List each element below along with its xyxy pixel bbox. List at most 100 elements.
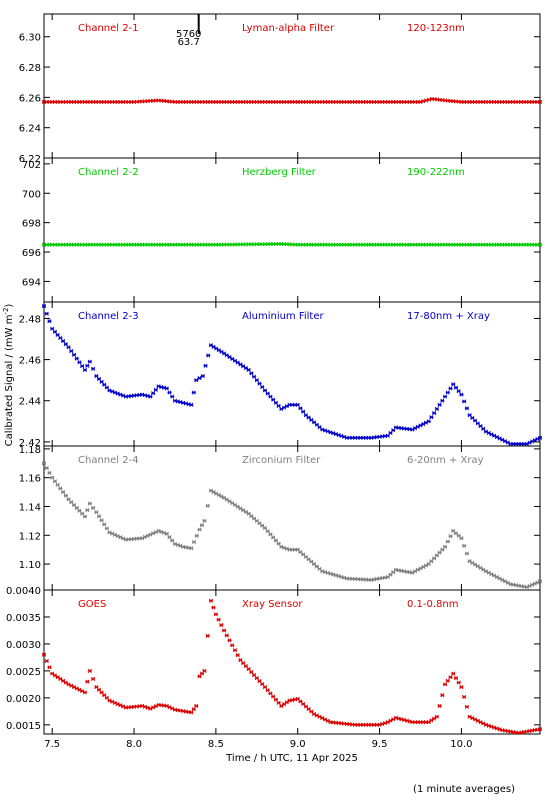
data-point [52, 479, 57, 484]
data-point [451, 382, 456, 387]
data-point [102, 522, 107, 527]
panel-2: 694 696 698 700 702 Channel 2-2 Herzberg Filte… [22, 157, 543, 303]
data-point [268, 394, 273, 399]
data-point [456, 389, 461, 394]
data-point [63, 342, 68, 347]
marker-value-top: 5760 [176, 29, 201, 40]
data-point [260, 682, 265, 687]
marker-value-bottom: 63.7 [178, 37, 200, 48]
data-point [246, 367, 251, 372]
data-point [268, 532, 273, 537]
data-point [445, 539, 450, 544]
data-point [71, 352, 77, 357]
y-tick-label: 2.44 [19, 397, 41, 408]
data-point [47, 319, 52, 324]
data-point [219, 623, 224, 628]
x-tick-label: 10.0 [450, 739, 472, 750]
data-point [189, 546, 194, 551]
data-point [55, 482, 60, 487]
data-point [104, 526, 109, 531]
panel-frame [43, 157, 541, 303]
data-point [257, 679, 262, 684]
data-point [249, 670, 254, 675]
data-point [537, 435, 543, 440]
data-point [199, 523, 205, 528]
y-tick-label: 0.0040 [6, 586, 41, 597]
data-point [203, 363, 208, 368]
filter-name: Zirconium Filter [242, 455, 321, 466]
data-point [246, 667, 251, 672]
data-point [55, 332, 60, 337]
data-point [276, 403, 281, 408]
data-point [80, 364, 85, 369]
panel-frame [43, 301, 541, 447]
y-tick-label: 1.12 [19, 531, 41, 542]
data-point [58, 335, 63, 341]
filter-name: Lyman-alpha Filter [242, 23, 335, 34]
data-point [238, 658, 243, 663]
data-point [61, 490, 66, 495]
footnote: (1 minute averages) [413, 784, 515, 795]
data-point [170, 538, 175, 543]
data-point [41, 304, 47, 309]
y-tick-label: 1.14 [19, 502, 41, 513]
series-1 [41, 96, 543, 104]
data-point [94, 510, 99, 515]
data-point [262, 685, 268, 690]
data-point [440, 693, 445, 698]
data-point [445, 678, 450, 683]
data-point [298, 406, 303, 411]
x-tick-label: 7.5 [44, 739, 60, 750]
filter-name: Xray Sensor [242, 599, 303, 610]
y-tick-label: 0.0025 [6, 667, 41, 678]
data-point [44, 658, 49, 664]
data-point [189, 710, 194, 715]
data-point [262, 526, 268, 531]
data-point [459, 536, 464, 541]
data-point [434, 406, 439, 412]
data-point [273, 538, 278, 543]
x-tick-label: 8.5 [208, 739, 224, 750]
data-point [453, 385, 459, 390]
data-point [63, 493, 68, 498]
data-point [202, 518, 207, 523]
series-5 [41, 598, 543, 735]
y-axis-label: Calibrated Signal / (mW m-2) [2, 304, 15, 447]
data-point [191, 707, 196, 712]
y-tick-label: 700 [22, 189, 41, 200]
data-point [197, 527, 202, 532]
y-tick-label: 0.0030 [6, 640, 41, 651]
data-point [243, 664, 248, 669]
data-point [82, 514, 87, 519]
y-tick-label: 0.0020 [6, 694, 41, 705]
y-tick-label: 0.0015 [6, 721, 41, 732]
data-point [170, 394, 175, 399]
panel-3: 2.42 2.44 2.46 2.48 Channel 2-3 Aluminium Fil… [19, 301, 543, 449]
data-point [254, 378, 259, 383]
data-point [216, 617, 221, 622]
band-label: 0.1-0.8nm [407, 599, 459, 610]
data-point [194, 378, 199, 383]
y-tick-label: 696 [22, 248, 41, 259]
series-4 [41, 461, 543, 590]
data-point [462, 694, 467, 700]
data-point [448, 675, 453, 680]
channel-name: GOES [78, 599, 106, 610]
data-point [537, 579, 543, 584]
data-point [271, 535, 276, 540]
data-point [230, 643, 235, 648]
data-point [273, 400, 278, 405]
y-tick-label: 1.10 [19, 560, 41, 571]
x-tick-label: 9.5 [372, 739, 388, 750]
data-point [91, 505, 96, 510]
data-point [464, 406, 469, 411]
data-point [429, 415, 434, 420]
data-point [241, 661, 246, 666]
data-point [222, 628, 227, 633]
data-point [50, 326, 55, 331]
data-point [87, 359, 92, 364]
data-point [276, 700, 281, 705]
data-point [194, 533, 199, 538]
data-point [249, 371, 254, 376]
